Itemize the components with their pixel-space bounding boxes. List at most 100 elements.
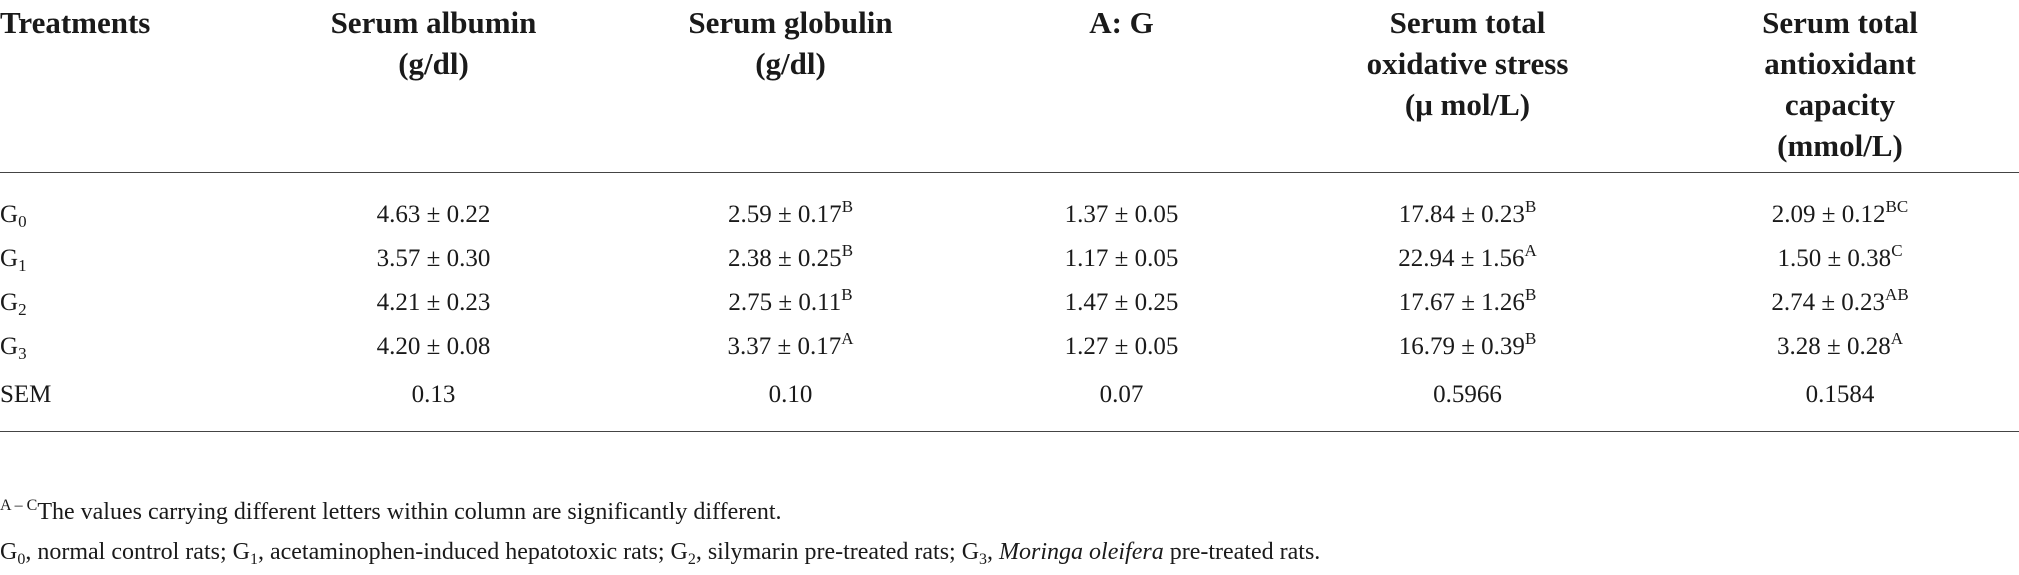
row-label-subscript: 2 [18,300,27,319]
footnote-text: G [0,539,18,565]
table-cell: 2.74 ± 0.23AB [1661,281,2019,325]
table-cell: 4.20 ± 0.08 [255,325,612,369]
column-header-line: Serum globulin [688,5,893,40]
significance-letter: C [1891,241,1903,260]
column-header-line: Serum total [1389,5,1546,40]
footnote-subscript: 1 [249,551,258,568]
row-label-text: SEM [0,381,52,408]
table-cell: 22.94 ± 1.56A [1274,237,1661,281]
footnote-significance-marker: A – C [0,497,38,514]
footnote-significance: A – CThe values carrying different lette… [0,497,782,527]
significance-letter: A [841,329,854,348]
column-header-line: (g/dl) [398,46,469,81]
results-table: Treatments Serum albumin (g/dl) Serum globu… [0,0,2019,432]
cell-value: 2.74 ± 0.23 [1771,289,1886,316]
table-cell: 0.07 [969,369,1274,432]
table-cell: 4.63 ± 0.22 [255,173,612,238]
significance-letter: B [1524,285,1537,304]
table-cell: 0.13 [255,369,612,432]
footnote-subscript: 3 [979,551,988,568]
cell-value: 3.28 ± 0.28 [1776,333,1891,360]
footnote-species-name: Moringa oleifera [999,539,1164,565]
table-cell: 0.10 [612,369,969,432]
column-header-line: (g/dl) [755,46,826,81]
table-row: SEM 0.13 0.10 0.07 0.5966 0.1584 [0,369,2019,432]
cell-value: 17.67 ± 1.26 [1398,289,1525,316]
footnote-group-legend: G0, normal control rats; G1, acetaminoph… [0,537,1321,568]
column-header-line: (μ mol/L) [1404,87,1531,122]
row-label-subscript: 0 [18,212,27,231]
footnote-text: , acetaminophen-induced hepatotoxic rats… [257,539,688,565]
row-label-subscript: 3 [18,344,27,363]
table-cell: 3.28 ± 0.28A [1661,325,2019,369]
cell-value: 4.21 ± 0.23 [376,289,491,316]
cell-value: 2.59 ± 0.17 [727,201,842,228]
table-cell: 2.38 ± 0.25B [612,237,969,281]
column-header-serum-total-oxidative-stress: Serum total oxidative stress (μ mol/L) [1274,0,1661,173]
table-row: G0 4.63 ± 0.22 2.59 ± 0.17B 1.37 ± 0.05 17.8… [0,173,2019,238]
column-header-treatments: Treatments [0,0,255,173]
table-cell: 1.50 ± 0.38C [1661,237,2019,281]
cell-value: 0.07 [1099,381,1144,408]
footnote-text: , silymarin pre-treated rats; G [695,539,980,565]
table-cell: 2.09 ± 0.12BC [1661,173,2019,238]
column-header-line: capacity [1784,87,1896,122]
row-label: G1 [0,237,255,281]
column-header-serum-globulin: Serum globulin (g/dl) [612,0,969,173]
column-header-line: oxidative stress [1366,46,1569,81]
table-row: G1 3.57 ± 0.30 2.38 ± 0.25B 1.17 ± 0.05 22.9… [0,237,2019,281]
cell-value: 17.84 ± 0.23 [1398,201,1525,228]
row-label-subscript: 1 [18,256,27,275]
table-row: G2 4.21 ± 0.23 2.75 ± 0.11B 1.47 ± 0.25 17.6… [0,281,2019,325]
table-cell: 0.5966 [1274,369,1661,432]
data-table-container: Treatments Serum albumin (g/dl) Serum globu… [0,0,2019,432]
header-row: Treatments Serum albumin (g/dl) Serum globu… [0,0,2019,173]
table-cell: 17.67 ± 1.26B [1274,281,1661,325]
cell-value: 1.37 ± 0.05 [1064,201,1179,228]
significance-letter: A [1890,329,1903,348]
cell-value: 2.09 ± 0.12 [1771,201,1886,228]
column-header-line: A: G [1089,5,1154,40]
footnote-subscript: 0 [17,551,26,568]
column-header-line: (mmol/L) [1777,128,1903,163]
cell-value: 3.57 ± 0.30 [376,245,491,272]
table-cell: 4.21 ± 0.23 [255,281,612,325]
row-label-text: G [0,333,19,360]
significance-letter: B [841,241,854,260]
table-cell: 2.75 ± 0.11B [612,281,969,325]
significance-letter: B [1524,197,1537,216]
cell-value: 0.5966 [1433,381,1502,408]
column-header-ag-ratio: A: G [969,0,1274,173]
row-label-text: G [0,201,19,228]
table-cell: 1.37 ± 0.05 [969,173,1274,238]
footnote-text: pre-treated rats. [1163,539,1321,565]
row-label-text: G [0,245,19,272]
column-header-line: Treatments [0,5,151,40]
cell-value: 2.38 ± 0.25 [727,245,842,272]
significance-letter: A [1524,241,1537,260]
footnote-text: , [987,539,1000,565]
table-cell: 3.57 ± 0.30 [255,237,612,281]
cell-value: 0.1584 [1805,381,1875,408]
table-body: G0 4.63 ± 0.22 2.59 ± 0.17B 1.37 ± 0.05 17.8… [0,173,2019,432]
cell-value: 0.13 [411,381,456,408]
cell-value: 1.50 ± 0.38 [1777,245,1892,272]
column-header-line: Serum total [1762,5,1918,40]
cell-value: 3.37 ± 0.17 [727,333,842,360]
cell-value: 4.63 ± 0.22 [376,201,491,228]
cell-value: 2.75 ± 0.11 [728,289,842,316]
footnote-significance-text: The values carrying different letters wi… [37,499,782,525]
significance-letter: B [841,285,853,304]
table-cell: 2.59 ± 0.17B [612,173,969,238]
significance-letter: B [841,197,854,216]
row-label: G2 [0,281,255,325]
significance-letter: AB [1885,285,1909,304]
table-cell: 3.37 ± 0.17A [612,325,969,369]
cell-value: 0.10 [768,381,813,408]
cell-value: 16.79 ± 0.39 [1398,333,1525,360]
column-header-line: antioxidant [1764,46,1916,81]
table-row: G3 4.20 ± 0.08 3.37 ± 0.17A 1.27 ± 0.05 16.7… [0,325,2019,369]
column-header-line: Serum albumin [330,5,537,40]
cell-value: 1.17 ± 0.05 [1064,245,1179,272]
table-cell: 0.1584 [1661,369,2019,432]
